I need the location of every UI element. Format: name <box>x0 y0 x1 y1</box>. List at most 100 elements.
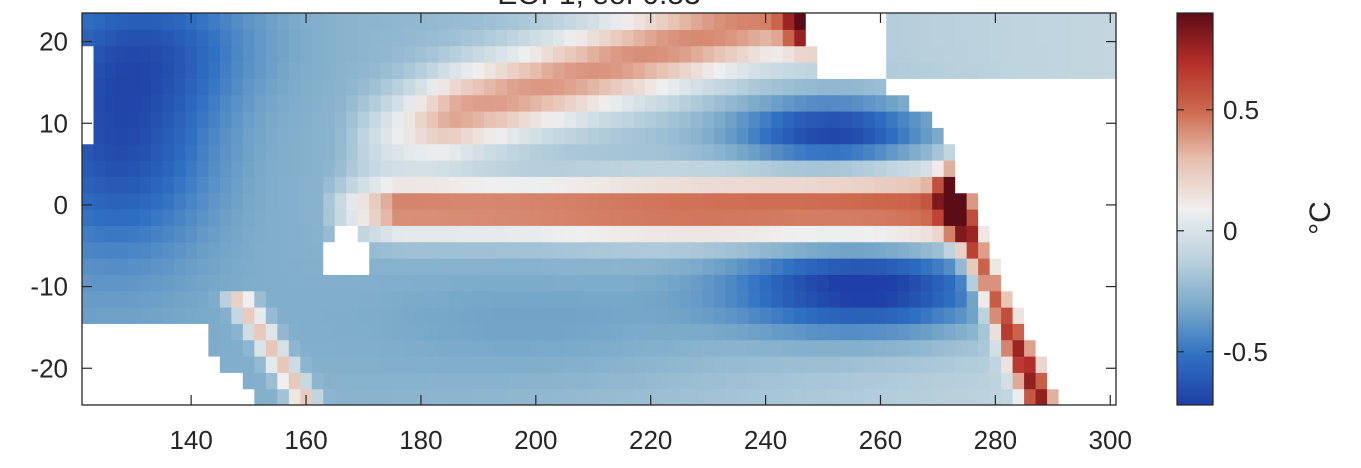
heatmap-cell <box>300 339 313 357</box>
heatmap-cell <box>495 29 508 47</box>
heatmap-cell <box>426 258 439 275</box>
heatmap-cell <box>93 45 106 63</box>
heatmap-cell <box>748 13 761 30</box>
heatmap-cell <box>392 94 405 112</box>
heatmap-cell <box>104 372 118 390</box>
heatmap-cell <box>461 127 474 145</box>
heatmap-cell <box>863 192 876 210</box>
heatmap-cell <box>139 388 152 405</box>
heatmap-cell <box>265 45 278 63</box>
heatmap-cell <box>277 356 290 373</box>
heatmap-cell <box>438 323 451 341</box>
heatmap-cell <box>93 94 106 112</box>
heatmap-cell <box>805 94 818 112</box>
heatmap-cell <box>633 225 646 243</box>
heatmap-cell <box>748 372 761 390</box>
heatmap-cell <box>1024 78 1037 96</box>
heatmap-cell <box>667 62 681 79</box>
heatmap-cell <box>782 127 795 145</box>
x-tick-label: 260 <box>859 425 902 455</box>
heatmap-cell <box>369 339 382 357</box>
heatmap-cell <box>265 176 278 194</box>
heatmap-cell <box>173 241 186 259</box>
heatmap-cell <box>564 62 577 79</box>
heatmap-cell <box>415 356 428 373</box>
heatmap-cell <box>507 323 520 341</box>
heatmap-cell <box>828 127 841 145</box>
y-tick-label: -20 <box>30 353 68 383</box>
heatmap-cell <box>690 372 703 390</box>
heatmap-cell <box>782 372 795 390</box>
heatmap-cell <box>380 290 393 308</box>
heatmap-cell <box>725 290 738 308</box>
heatmap-cell <box>621 241 635 259</box>
heatmap-cell <box>874 323 887 341</box>
heatmap-cell <box>599 339 612 357</box>
heatmap-cell <box>576 192 589 210</box>
heatmap-cell <box>93 78 106 96</box>
heatmap-cell <box>369 127 382 145</box>
heatmap-cell <box>1058 111 1071 128</box>
heatmap-cell <box>116 192 129 210</box>
heatmap-cell <box>736 111 749 128</box>
heatmap-cell <box>323 290 336 308</box>
heatmap-cell <box>438 143 451 161</box>
heatmap-cell <box>82 62 95 79</box>
heatmap-cell <box>748 307 761 324</box>
heatmap-cell <box>553 176 566 194</box>
heatmap-cell <box>507 62 520 79</box>
heatmap-cell <box>541 372 554 390</box>
heatmap-cell <box>920 274 933 292</box>
heatmap-cell <box>150 45 164 63</box>
heatmap-cell <box>265 372 278 390</box>
heatmap-cell <box>576 258 589 275</box>
heatmap-cell <box>311 127 324 145</box>
heatmap-cell <box>139 356 152 373</box>
heatmap-cell <box>656 45 669 63</box>
heatmap-cell <box>472 388 485 405</box>
heatmap-cell <box>369 323 382 341</box>
heatmap-cell <box>162 160 175 177</box>
heatmap-cell <box>334 388 347 405</box>
heatmap-cell <box>794 78 807 96</box>
heatmap-cell <box>472 94 485 112</box>
heatmap-cell <box>392 192 405 210</box>
heatmap-cell <box>1093 13 1106 30</box>
heatmap-cell <box>265 388 278 405</box>
heatmap-cell <box>369 356 382 373</box>
heatmap-cell <box>863 78 876 96</box>
heatmap-cell <box>196 323 209 341</box>
heatmap-cell <box>644 339 658 357</box>
heatmap-cell <box>587 274 600 292</box>
heatmap-cell <box>288 78 301 96</box>
heatmap-cell <box>346 241 359 259</box>
heatmap-cell <box>576 111 589 128</box>
heatmap-cell <box>610 323 623 341</box>
heatmap-cell <box>277 258 290 275</box>
heatmap-cell <box>599 94 612 112</box>
heatmap-cell <box>874 258 887 275</box>
heatmap-cell <box>415 143 428 161</box>
heatmap-cell <box>713 258 726 275</box>
heatmap-cell <box>139 13 152 30</box>
heatmap-cell <box>794 372 807 390</box>
heatmap-cell <box>484 160 497 177</box>
heatmap-cell <box>185 356 198 373</box>
heatmap-cell <box>610 192 623 210</box>
heatmap-cell <box>116 388 129 405</box>
heatmap-cell <box>242 225 255 243</box>
heatmap-cell <box>759 323 772 341</box>
heatmap-cell <box>82 290 95 308</box>
heatmap-cell <box>162 290 175 308</box>
heatmap-cell <box>828 209 841 226</box>
heatmap-cell <box>426 290 439 308</box>
heatmap-cell <box>1070 290 1083 308</box>
heatmap-cell <box>449 111 462 128</box>
heatmap-cell <box>679 176 692 194</box>
heatmap-cell <box>1047 356 1060 373</box>
heatmap-cell <box>782 29 795 47</box>
heatmap-cell <box>771 192 784 210</box>
heatmap-cell <box>242 45 255 63</box>
heatmap-cell <box>357 160 370 177</box>
